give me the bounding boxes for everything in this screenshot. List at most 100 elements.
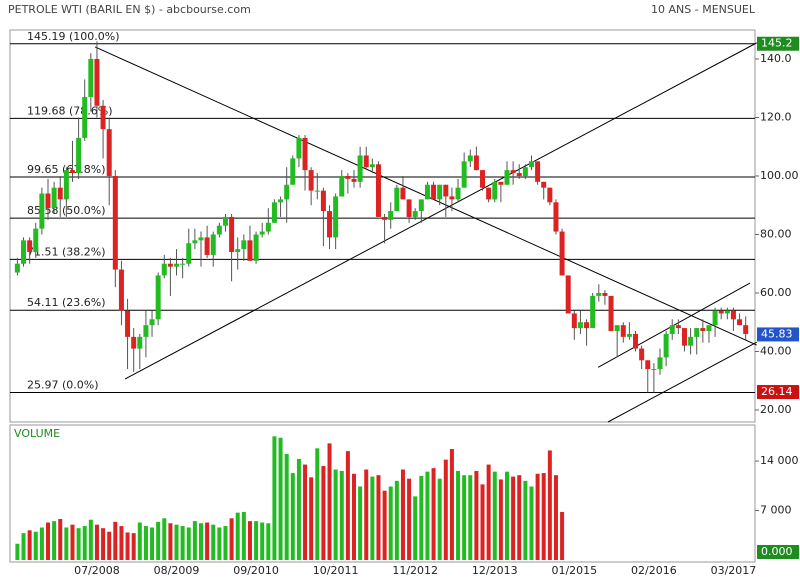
candle-body (57, 187, 63, 200)
candle-body (590, 295, 596, 329)
candle-body (394, 187, 400, 212)
volume-bar (27, 530, 32, 560)
volume-bar (541, 473, 546, 560)
volume-bar (511, 476, 516, 560)
price-marker (757, 385, 799, 400)
volume-bar (443, 459, 448, 560)
volume-bar (82, 526, 87, 560)
candle-body (271, 202, 277, 223)
candle-body (167, 263, 173, 267)
candle-body (204, 237, 210, 255)
y-tick-label: 40.00 (760, 344, 792, 357)
candle-body (235, 249, 241, 253)
x-tick-label: 10/2011 (313, 564, 359, 577)
volume-bar (21, 533, 26, 560)
candle-body (535, 161, 541, 182)
candle-body (498, 181, 504, 185)
volume-bar (419, 475, 424, 560)
candle-body (681, 328, 687, 346)
volume-bar (327, 443, 332, 560)
candle-body (137, 336, 143, 349)
candle-body (400, 187, 406, 200)
candle-body (492, 181, 498, 200)
candle-body (241, 240, 247, 250)
volume-bar (39, 527, 44, 560)
volume-bar (456, 470, 461, 560)
volume-bar (94, 524, 99, 560)
candle-body (553, 202, 559, 232)
candle-body (712, 310, 718, 326)
volume-bar (58, 519, 63, 560)
volume-bar (315, 448, 320, 560)
candle-body (63, 170, 69, 200)
volume-bar (247, 521, 252, 560)
candle-body (730, 310, 736, 320)
volume-bar (150, 527, 155, 560)
candle-body (504, 170, 510, 185)
candle-body (88, 58, 94, 97)
candle-body (51, 187, 57, 209)
volume-bar (254, 521, 259, 560)
candle-body (614, 325, 620, 332)
candle-body (473, 155, 479, 171)
volume-bar (162, 518, 167, 560)
volume-bar (137, 522, 142, 560)
candle-body (100, 105, 106, 130)
candle-body (626, 333, 632, 337)
chart-title: PETROLE WTI (BARIL EN $) - abcbourse.com (8, 3, 251, 16)
volume-bar (101, 528, 106, 560)
candle-body (106, 129, 112, 176)
candle-body (112, 175, 118, 270)
y-tick-label: 80.00 (760, 227, 792, 240)
candle-body (39, 193, 45, 229)
candle-body (382, 216, 388, 220)
candle-body (125, 310, 131, 337)
volume-bar (119, 526, 124, 560)
candle-body (149, 319, 155, 326)
candle-body (21, 240, 27, 264)
candle-body (418, 199, 424, 212)
volume-bar (168, 523, 173, 560)
volume-marker (757, 545, 799, 559)
candle-body (69, 170, 75, 174)
volume-bar (394, 480, 399, 560)
candle-body (700, 328, 706, 332)
candle-body (571, 313, 577, 329)
candle-body (308, 170, 314, 191)
candle-body (516, 173, 522, 176)
volume-bar (468, 475, 473, 560)
candle-body (522, 167, 528, 176)
candle-body (663, 333, 669, 358)
volume-bar (296, 458, 301, 560)
candle-body (278, 199, 284, 203)
volume-bar (229, 518, 234, 560)
candle-body (375, 164, 381, 217)
candle-body (645, 360, 651, 370)
level-label: 54.11 (23.6%) (27, 296, 106, 309)
volume-bar (498, 479, 503, 560)
x-tick-label: 09/2010 (233, 564, 279, 577)
candle-body (406, 199, 412, 217)
price-marker (757, 327, 799, 342)
volume-bar (303, 464, 308, 560)
volume-bar (388, 486, 393, 560)
candle-body (608, 295, 614, 332)
volume-bar (143, 526, 148, 560)
candle-body (388, 211, 394, 220)
candle-body (259, 231, 265, 235)
candle-body (369, 164, 375, 168)
y-tick-label: 20.00 (760, 403, 792, 416)
volume-bar (517, 475, 522, 560)
candle-body (14, 263, 20, 273)
volume-bar (358, 486, 363, 560)
period: 10 ANS - MENSUEL (651, 3, 756, 16)
level-label: 145.19 (100.0%) (27, 30, 120, 43)
volume-bar (64, 527, 69, 560)
candle-body (192, 240, 198, 244)
y-tick-label: 60.00 (760, 286, 792, 299)
candle-body (118, 269, 124, 311)
volume-bar (309, 477, 314, 560)
volume-bar (223, 526, 228, 560)
volume-bar (553, 475, 558, 560)
volume-bar (33, 531, 38, 560)
